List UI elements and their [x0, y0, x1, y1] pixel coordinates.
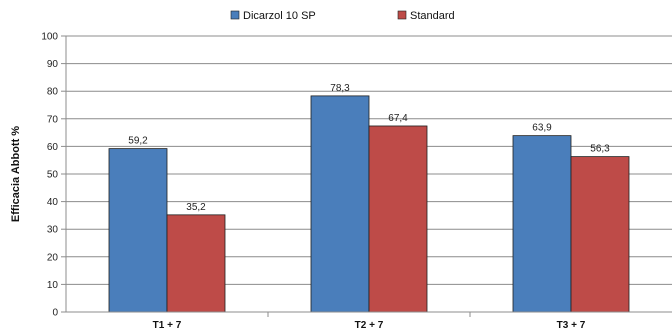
y-tick-label: 50	[47, 170, 59, 181]
y-tick-label: 80	[47, 87, 59, 98]
x-tick-label: T1 + 7	[153, 320, 182, 331]
y-tick-label: 20	[47, 252, 59, 263]
bar-dicarzol	[512, 135, 572, 313]
y-tick-label: 10	[47, 280, 59, 291]
y-tick-label: 60	[47, 142, 59, 153]
bar-standard	[570, 156, 630, 313]
legend-label: Standard	[410, 10, 455, 22]
y-tick-label: 30	[47, 225, 59, 236]
data-label: 56,3	[590, 144, 610, 155]
bars: 59,2 35,2 78,3 67,4 63,9 56,3	[108, 83, 630, 313]
y-tick-label: 90	[47, 59, 59, 70]
legend: Dicarzol 10 SP Standard	[230, 10, 455, 22]
bar-standard	[166, 214, 226, 313]
x-tick-label: T2 + 7	[355, 320, 384, 331]
data-label: 59,2	[128, 136, 148, 147]
axes: 0 10 20 30 40 50 60 70 80 90 100 T1 + 7 T2 + 7 T3 + 7	[41, 32, 672, 331]
bar-dicarzol	[310, 95, 370, 313]
legend-swatch-standard	[397, 10, 407, 20]
y-tick-label: 40	[47, 197, 59, 208]
bar-standard	[368, 125, 428, 313]
y-axis-title: Efficacia Abbott %	[10, 126, 22, 222]
legend-swatch-dicarzol	[230, 10, 240, 20]
y-tick-label: 100	[41, 32, 58, 43]
data-label: 35,2	[186, 202, 206, 213]
bar-dicarzol	[108, 148, 168, 313]
legend-label: Dicarzol 10 SP	[243, 10, 316, 22]
y-tick-label: 70	[47, 114, 59, 125]
data-label: 78,3	[330, 83, 350, 94]
data-label: 63,9	[532, 123, 552, 134]
y-tick-label: 0	[52, 308, 58, 319]
data-label: 67,4	[388, 113, 408, 124]
x-tick-label: T3 + 7	[557, 320, 586, 331]
